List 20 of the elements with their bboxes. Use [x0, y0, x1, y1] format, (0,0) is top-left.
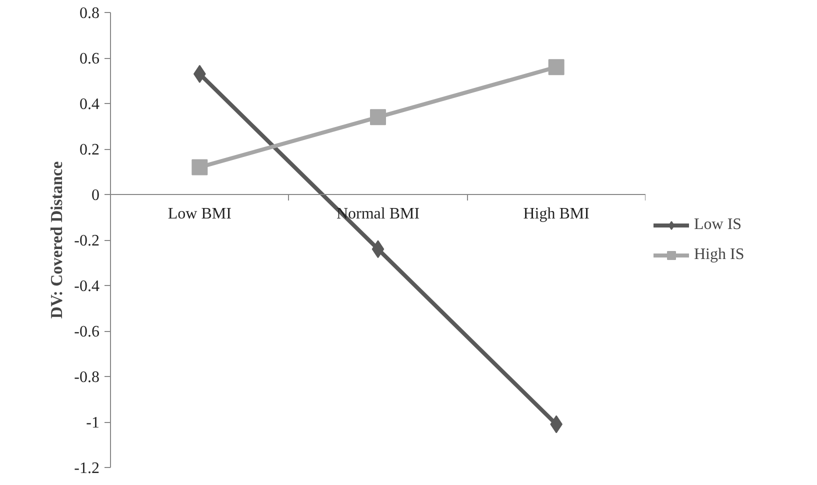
y-tick-label: -0.4 — [74, 278, 100, 295]
y-tick-label: -1.2 — [74, 460, 100, 477]
y-tick-label: -1 — [86, 414, 100, 432]
y-tick-label: -0.2 — [74, 232, 100, 250]
y-tick-label: 0.4 — [80, 96, 100, 113]
point — [548, 59, 564, 76]
y-tick-label: -0.8 — [74, 369, 100, 386]
legend-label: Low IS — [694, 216, 742, 234]
point — [372, 240, 384, 258]
y-tick-label: 0.6 — [80, 50, 100, 68]
x-tick-label: High BMI — [523, 206, 590, 222]
legend-label: High IS — [694, 246, 744, 264]
y-axis-title: DV: Covered Distance — [47, 161, 66, 319]
point — [370, 109, 386, 126]
point — [192, 159, 208, 176]
x-tick-label: Low BMI — [168, 206, 232, 222]
y-tick-label: -0.6 — [74, 324, 100, 340]
y-tick-label: 0 — [92, 187, 100, 204]
y-tick-label: 0.2 — [80, 142, 100, 158]
y-tick-label: 0.8 — [80, 5, 100, 22]
